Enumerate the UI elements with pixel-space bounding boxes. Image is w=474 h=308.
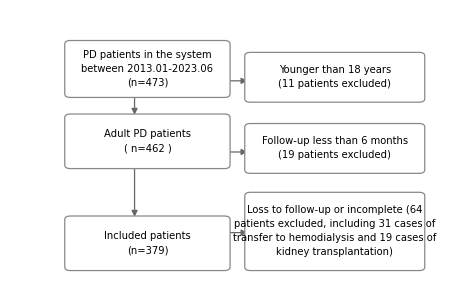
FancyBboxPatch shape xyxy=(65,41,230,97)
Text: Younger than 18 years
(11 patients excluded): Younger than 18 years (11 patients exclu… xyxy=(278,65,391,89)
FancyBboxPatch shape xyxy=(65,216,230,270)
FancyBboxPatch shape xyxy=(65,114,230,168)
FancyBboxPatch shape xyxy=(245,124,425,173)
Text: Follow-up less than 6 months
(19 patients excluded): Follow-up less than 6 months (19 patient… xyxy=(262,136,408,160)
Text: Loss to follow-up or incomplete (64
patients excluded, including 31 cases of
tra: Loss to follow-up or incomplete (64 pati… xyxy=(233,205,437,257)
FancyBboxPatch shape xyxy=(245,52,425,102)
Text: PD patients in the system
between 2013.01-2023.06
(n=473): PD patients in the system between 2013.0… xyxy=(82,50,213,88)
Text: Included patients
(n=379): Included patients (n=379) xyxy=(104,231,191,255)
FancyBboxPatch shape xyxy=(245,192,425,270)
Text: Adult PD patients
( n=462 ): Adult PD patients ( n=462 ) xyxy=(104,129,191,153)
